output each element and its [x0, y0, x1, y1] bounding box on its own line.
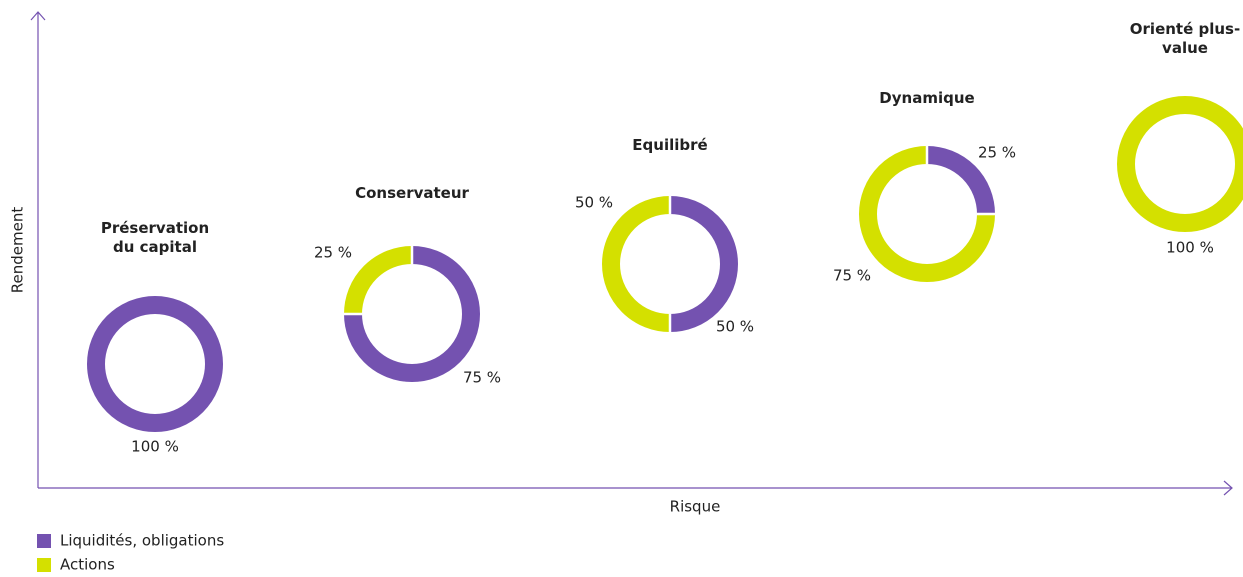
x-axis-arrow — [1223, 480, 1233, 496]
donut-segment — [344, 246, 413, 315]
x-axis-label: Risque — [670, 498, 721, 516]
data-label: 50 % — [575, 194, 613, 212]
data-label: 25 % — [978, 144, 1016, 162]
y-axis-label: Rendement — [9, 207, 27, 294]
donut-title: Conservateur — [355, 184, 469, 202]
y-axis-arrow — [30, 11, 46, 21]
donut-segment — [344, 246, 480, 382]
legend-label: Liquidités, obligations — [60, 532, 224, 550]
donut-segment — [1117, 96, 1243, 232]
donut-title: Orienté plus-value — [1129, 20, 1241, 57]
data-label: 100 % — [131, 438, 179, 456]
data-label: 50 % — [716, 318, 754, 336]
legend-swatch — [37, 558, 51, 572]
legend-label: Actions — [60, 556, 115, 574]
donut-title: Préservation du capital — [100, 219, 210, 256]
donut-segment — [926, 146, 995, 215]
donut-title: Equilibré — [632, 136, 708, 154]
donut-segment — [669, 196, 738, 332]
data-label: 100 % — [1166, 239, 1214, 257]
data-label: 25 % — [314, 244, 352, 262]
data-label: 75 % — [833, 267, 871, 285]
donut-segment — [602, 196, 671, 332]
donut-segment — [87, 296, 223, 432]
data-label: 75 % — [463, 369, 501, 387]
donut-title: Dynamique — [879, 89, 975, 107]
legend-swatch — [37, 534, 51, 548]
donut-segment — [859, 146, 995, 282]
